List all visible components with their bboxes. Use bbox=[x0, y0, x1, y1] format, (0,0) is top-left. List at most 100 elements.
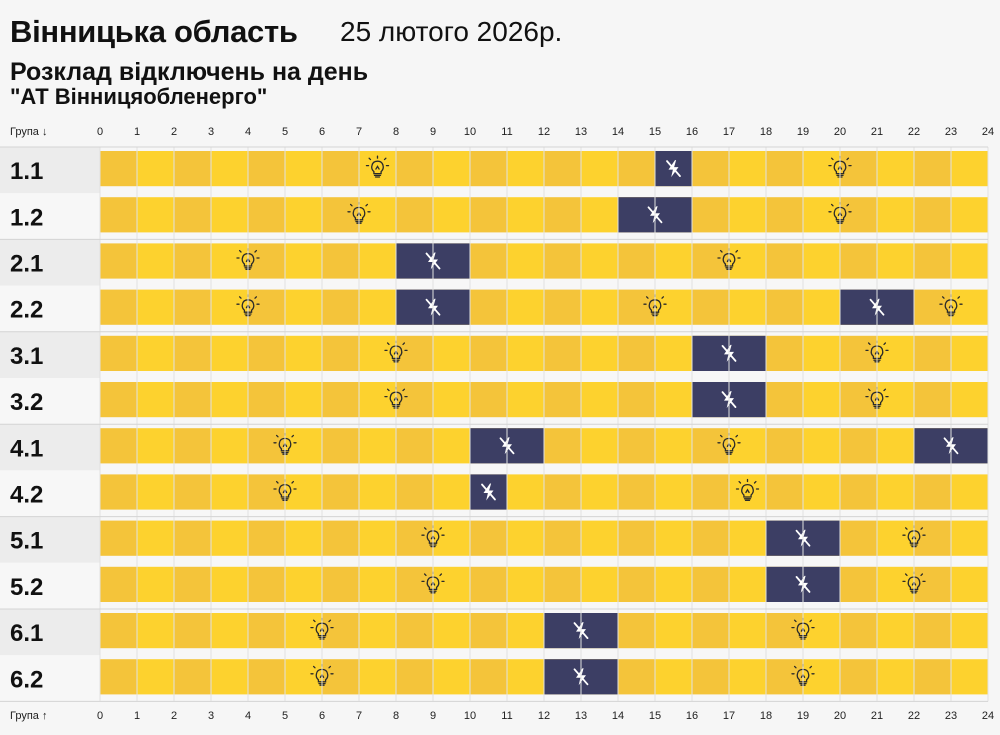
power-on-hour bbox=[803, 382, 841, 418]
power-on-hour bbox=[174, 151, 212, 187]
power-on-hour bbox=[766, 428, 804, 464]
power-on-hour bbox=[174, 197, 212, 233]
power-on-hour bbox=[951, 197, 989, 233]
power-on-hour bbox=[248, 613, 286, 649]
power-on-bulb-icon bbox=[735, 478, 760, 502]
company-name: "АТ Вінницяобленерго" bbox=[10, 84, 268, 109]
power-on-hour bbox=[840, 474, 878, 510]
power-on-hour bbox=[137, 335, 175, 371]
power-on-hour bbox=[137, 151, 175, 187]
power-on-hour bbox=[433, 335, 471, 371]
power-on-hour bbox=[174, 659, 212, 695]
power-on-hour bbox=[322, 289, 360, 325]
power-on-hour bbox=[507, 197, 545, 233]
power-on-hour bbox=[729, 151, 767, 187]
power-on-hour bbox=[544, 566, 582, 602]
power-on-hour bbox=[322, 151, 360, 187]
power-on-hour bbox=[951, 659, 989, 695]
power-on-hour bbox=[951, 566, 989, 602]
power-on-hour bbox=[655, 474, 693, 510]
power-on-hour bbox=[729, 289, 767, 325]
power-on-hour bbox=[692, 474, 730, 510]
hour-tick-top-23: 23 bbox=[945, 126, 957, 138]
power-on-hour bbox=[655, 428, 693, 464]
power-on-hour bbox=[618, 428, 656, 464]
power-on-hour bbox=[507, 613, 545, 649]
power-on-hour bbox=[877, 474, 915, 510]
power-on-hour bbox=[729, 613, 767, 649]
power-on-hour bbox=[544, 474, 582, 510]
power-on-hour bbox=[137, 289, 175, 325]
hour-tick-bottom-15: 15 bbox=[649, 710, 661, 722]
power-on-hour bbox=[322, 335, 360, 371]
power-on-bulb-icon bbox=[365, 155, 390, 178]
power-on-hour bbox=[544, 243, 582, 279]
power-on-hour bbox=[951, 382, 989, 418]
power-on-hour bbox=[951, 613, 989, 649]
power-on-hour bbox=[618, 520, 656, 556]
power-on-hour bbox=[470, 335, 508, 371]
power-on-hour bbox=[137, 197, 175, 233]
hour-tick-bottom-2: 2 bbox=[171, 710, 177, 722]
group-label: 2.1 bbox=[10, 251, 43, 278]
group-label-bg bbox=[0, 470, 100, 517]
group-label: 1.1 bbox=[10, 158, 43, 185]
power-on-hour bbox=[877, 197, 915, 233]
power-on-hour bbox=[618, 382, 656, 418]
power-on-hour bbox=[100, 613, 138, 649]
power-on-hour bbox=[544, 382, 582, 418]
power-on-hour bbox=[840, 243, 878, 279]
hour-tick-bottom-4: 4 bbox=[245, 710, 251, 722]
power-on-hour bbox=[174, 289, 212, 325]
power-on-hour bbox=[507, 474, 545, 510]
power-on-hour bbox=[507, 151, 545, 187]
group-label-bg bbox=[0, 424, 100, 471]
power-on-hour bbox=[211, 659, 249, 695]
hour-tick-bottom-14: 14 bbox=[612, 710, 624, 722]
hour-tick-top-19: 19 bbox=[797, 126, 809, 138]
power-on-hour bbox=[211, 520, 249, 556]
hour-tick-bottom-23: 23 bbox=[945, 710, 957, 722]
power-on-hour bbox=[470, 289, 508, 325]
power-on-hour bbox=[840, 520, 878, 556]
group-label-bg bbox=[0, 239, 100, 286]
hour-tick-top-7: 7 bbox=[356, 126, 362, 138]
group-label-bg bbox=[0, 331, 100, 378]
power-on-hour bbox=[396, 474, 434, 510]
power-on-hour bbox=[840, 428, 878, 464]
power-on-hour bbox=[470, 197, 508, 233]
power-on-hour bbox=[729, 659, 767, 695]
power-on-hour bbox=[211, 613, 249, 649]
power-on-hour bbox=[322, 520, 360, 556]
power-on-hour bbox=[470, 613, 508, 649]
power-on-hour bbox=[396, 428, 434, 464]
power-on-hour bbox=[618, 613, 656, 649]
group-axis-label-bottom: Група ↑ bbox=[10, 710, 47, 722]
power-on-hour bbox=[322, 566, 360, 602]
power-on-hour bbox=[359, 566, 397, 602]
power-on-hour bbox=[618, 659, 656, 695]
power-on-hour bbox=[396, 197, 434, 233]
hour-tick-bottom-1: 1 bbox=[134, 710, 140, 722]
power-on-hour bbox=[100, 474, 138, 510]
group-label-bg bbox=[0, 147, 100, 194]
power-on-hour bbox=[766, 474, 804, 510]
group-axis-label-top: Група ↓ bbox=[10, 126, 47, 138]
power-on-hour bbox=[433, 382, 471, 418]
power-on-hour bbox=[322, 428, 360, 464]
power-on-hour bbox=[581, 289, 619, 325]
power-on-hour bbox=[803, 428, 841, 464]
power-on-hour bbox=[766, 197, 804, 233]
power-on-hour bbox=[396, 151, 434, 187]
power-on-hour bbox=[433, 197, 471, 233]
power-on-hour bbox=[433, 659, 471, 695]
hour-tick-top-3: 3 bbox=[208, 126, 214, 138]
group-label-bg bbox=[0, 609, 100, 656]
power-on-hour bbox=[914, 474, 952, 510]
hour-tick-top-5: 5 bbox=[282, 126, 288, 138]
power-on-hour bbox=[470, 382, 508, 418]
group-label: 4.2 bbox=[10, 482, 43, 509]
power-on-hour bbox=[359, 474, 397, 510]
power-on-hour bbox=[100, 243, 138, 279]
